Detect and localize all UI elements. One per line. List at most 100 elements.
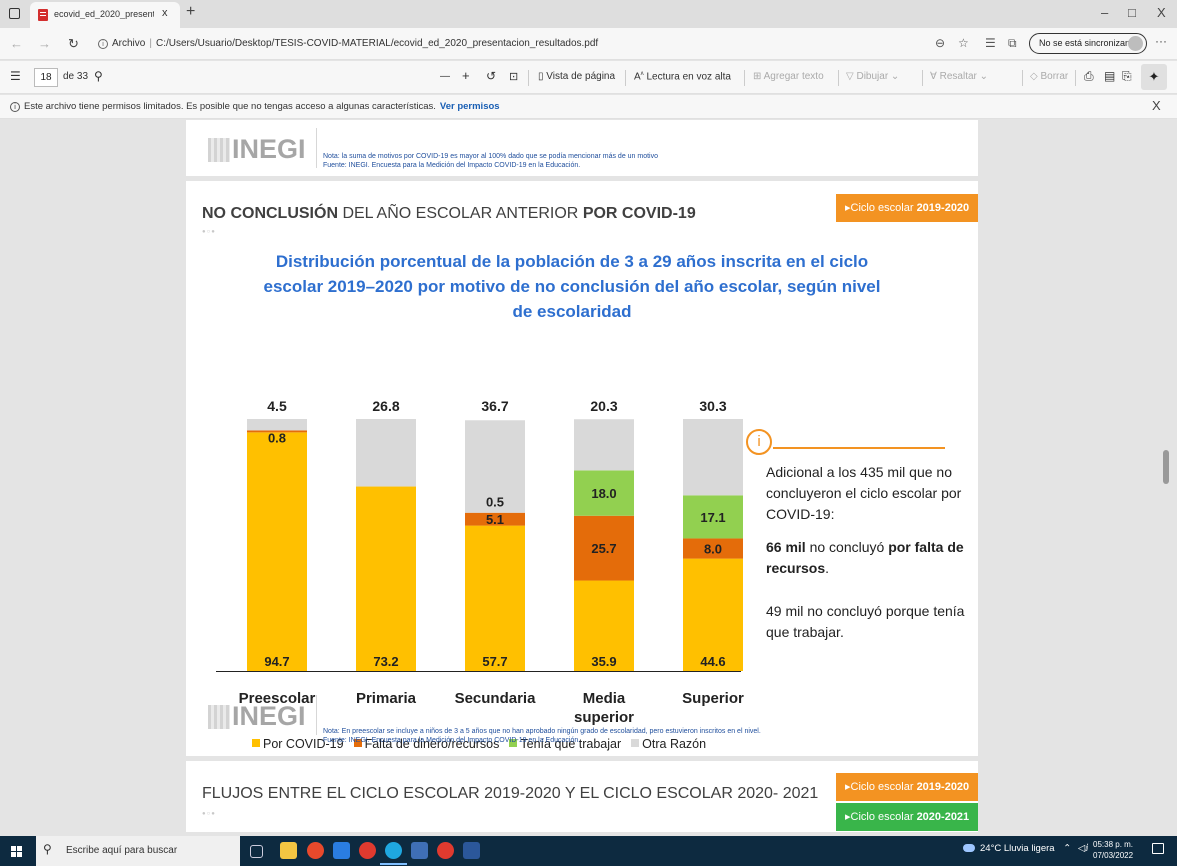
back-icon[interactable]: ←: [10, 36, 23, 51]
rotate-icon[interactable]: ↺: [486, 69, 497, 83]
data-label: 4.5: [267, 398, 287, 414]
erase-label: Borrar: [1040, 71, 1069, 82]
more-menu-icon[interactable]: ···: [1155, 34, 1167, 48]
category-label: Preescolar: [239, 690, 316, 707]
section-dots: ●○●: [202, 229, 216, 235]
legend-swatch: [631, 739, 640, 747]
info-text: Adicional a los 435 mil que no concluyer…: [766, 462, 976, 655]
cycle-badge: ▸Ciclo escolar 2019-2020: [836, 194, 978, 222]
bar-segment: [465, 420, 525, 513]
tab-title: ecovid_ed_2020_presentacion_re: [54, 9, 154, 19]
permission-bar: i Este archivo tiene permisos limitados. …: [0, 95, 1177, 119]
pdf-toolbar: ☰ 18 de 33 ⚲ — + ↺ ⊡ ▯ Vista de página A…: [0, 61, 1177, 94]
scrollbar-thumb[interactable]: [1163, 450, 1169, 484]
cycle-badge-2020: ▸Ciclo escolar 2020-2021: [836, 803, 978, 831]
bar-segment: [356, 419, 416, 487]
new-tab-button[interactable]: +: [186, 3, 196, 20]
opera-gx-icon[interactable]: [437, 842, 454, 859]
pin-toolbar-icon[interactable]: ✦: [1141, 64, 1167, 90]
page-view-button[interactable]: ▯ Vista de página: [538, 71, 616, 82]
page-number-input[interactable]: 18: [34, 68, 58, 87]
task-view-icon[interactable]: [250, 845, 263, 858]
legend-swatch: [509, 739, 518, 747]
pdf-viewer[interactable]: INEGI Nota: la suma de motivos por COVID…: [0, 120, 1177, 832]
forward-icon[interactable]: →: [38, 36, 51, 51]
info-paragraph-2: 66 mil no concluyó por falta de recursos…: [766, 539, 964, 576]
source-note: Nota: la suma de motivos por COVID-19 es…: [323, 152, 658, 170]
opera-icon[interactable]: [359, 842, 376, 859]
save-icon[interactable]: ▤: [1104, 69, 1116, 83]
contents-icon[interactable]: ☰: [10, 69, 21, 83]
legend-swatch: [353, 739, 362, 747]
erase-button[interactable]: ◇ Borrar: [1030, 71, 1069, 82]
close-permission-bar-button[interactable]: X: [1152, 98, 1161, 113]
data-label: 57.7: [482, 654, 507, 669]
favorite-star-icon[interactable]: ☆: [958, 36, 969, 50]
category-label: Secundaria: [455, 690, 537, 707]
volume-icon[interactable]: ◁ⅈ: [1077, 843, 1089, 854]
pdf-page-previous: INEGI Nota: la suma de motivos por COVID…: [186, 120, 978, 176]
tab-close-button[interactable]: x: [162, 7, 168, 19]
read-aloud-label: Lectura en voz alta: [646, 71, 731, 83]
category-label: Superior: [682, 690, 744, 707]
store-icon[interactable]: [411, 842, 428, 859]
minimize-button[interactable]: –: [1101, 5, 1109, 20]
reload-icon[interactable]: ↻: [68, 36, 79, 51]
zoom-in-button[interactable]: +: [462, 68, 470, 83]
edge-icon[interactable]: [380, 842, 407, 865]
source-line: Fuente: INEGI. Encuesta para la Medición…: [323, 162, 581, 169]
save-as-icon[interactable]: ⎘: [1122, 69, 1132, 83]
data-label: 25.7: [591, 541, 616, 556]
file-explorer-icon[interactable]: [280, 842, 297, 859]
next-page-title: FLUJOS ENTRE EL CICLO ESCOLAR 2019-2020 …: [202, 785, 819, 802]
read-aloud-button[interactable]: Aʌ Lectura en voz alta: [634, 71, 731, 83]
print-icon[interactable]: ⎙: [1084, 69, 1094, 83]
pdf-page-next: FLUJOS ENTRE EL CICLO ESCOLAR 2019-2020 …: [186, 761, 978, 832]
draw-button[interactable]: ▽ Dibujar ⌄: [846, 71, 900, 82]
data-label: 8.0: [704, 542, 722, 557]
add-text-button[interactable]: ⊞ Agregar texto: [753, 71, 824, 82]
legend-item: Por COVID-19: [252, 737, 344, 751]
bar-segment: [574, 580, 634, 671]
legend-label: Tenía que trabajar: [520, 737, 622, 751]
legend-item: Falta de dinero/recursos: [353, 737, 500, 751]
view-permissions-link[interactable]: Ver permisos: [439, 101, 500, 112]
zoom-out-button[interactable]: —: [440, 71, 450, 82]
category-label: Primaria: [356, 690, 417, 707]
profile-sync-button[interactable]: No se está sincronizando: [1029, 33, 1147, 54]
close-window-button[interactable]: X: [1157, 5, 1166, 20]
legend-label: Falta de dinero/recursos: [364, 737, 500, 751]
favorites-list-icon[interactable]: ☰: [985, 36, 996, 50]
highlight-button[interactable]: ∀ Resaltar ⌄: [930, 71, 989, 82]
bar-segment: [247, 430, 307, 433]
restore-button[interactable]: □: [1128, 5, 1136, 20]
clock[interactable]: 05:38 p. m. 07/03/2022: [1093, 839, 1133, 861]
notification-icon[interactable]: [1152, 843, 1164, 854]
page-total: de 33: [63, 71, 89, 82]
time: 05:38 p. m.: [1093, 840, 1134, 849]
window-icon: [9, 8, 20, 19]
taskbar-search-input[interactable]: ⚲ Escribe aquí para buscar: [36, 836, 240, 866]
fit-page-icon[interactable]: ⊡: [509, 71, 519, 83]
chart-legend: Por COVID-19 Falta de dinero/recursos Tení…: [252, 737, 712, 751]
collections-icon[interactable]: ⧉: [1008, 36, 1017, 50]
page-view-label: Vista de página: [546, 71, 616, 82]
url-field[interactable]: i Archivo | C:/Users/Usuario/Desktop/TESIS-…: [98, 38, 598, 49]
title-bar: ecovid_ed_2020_presentacion_re x + – □ X: [0, 0, 1177, 28]
avatar: [1128, 36, 1143, 51]
windows-start-icon[interactable]: [11, 846, 22, 857]
zoom-icon[interactable]: ⊖: [935, 36, 946, 50]
firefox-icon[interactable]: [307, 842, 324, 859]
callout-line: [773, 447, 945, 449]
tray-overflow-icon[interactable]: ⌃: [1063, 843, 1072, 854]
search-icon[interactable]: ⚲: [94, 69, 103, 83]
system-tray[interactable]: 24°C Lluvia ligera ⌃ ◁ⅈ: [963, 843, 1088, 854]
data-label: 94.7: [264, 654, 289, 669]
data-label: 17.1: [700, 510, 725, 525]
browser-tab[interactable]: ecovid_ed_2020_presentacion_re x: [30, 2, 180, 28]
word-icon[interactable]: [463, 842, 480, 859]
footer-note: Nota: En preescolar se incluye a niños d…: [323, 727, 761, 745]
data-label: 73.2: [373, 654, 398, 669]
bar-segment: [247, 419, 307, 431]
mail-icon[interactable]: [333, 842, 350, 859]
